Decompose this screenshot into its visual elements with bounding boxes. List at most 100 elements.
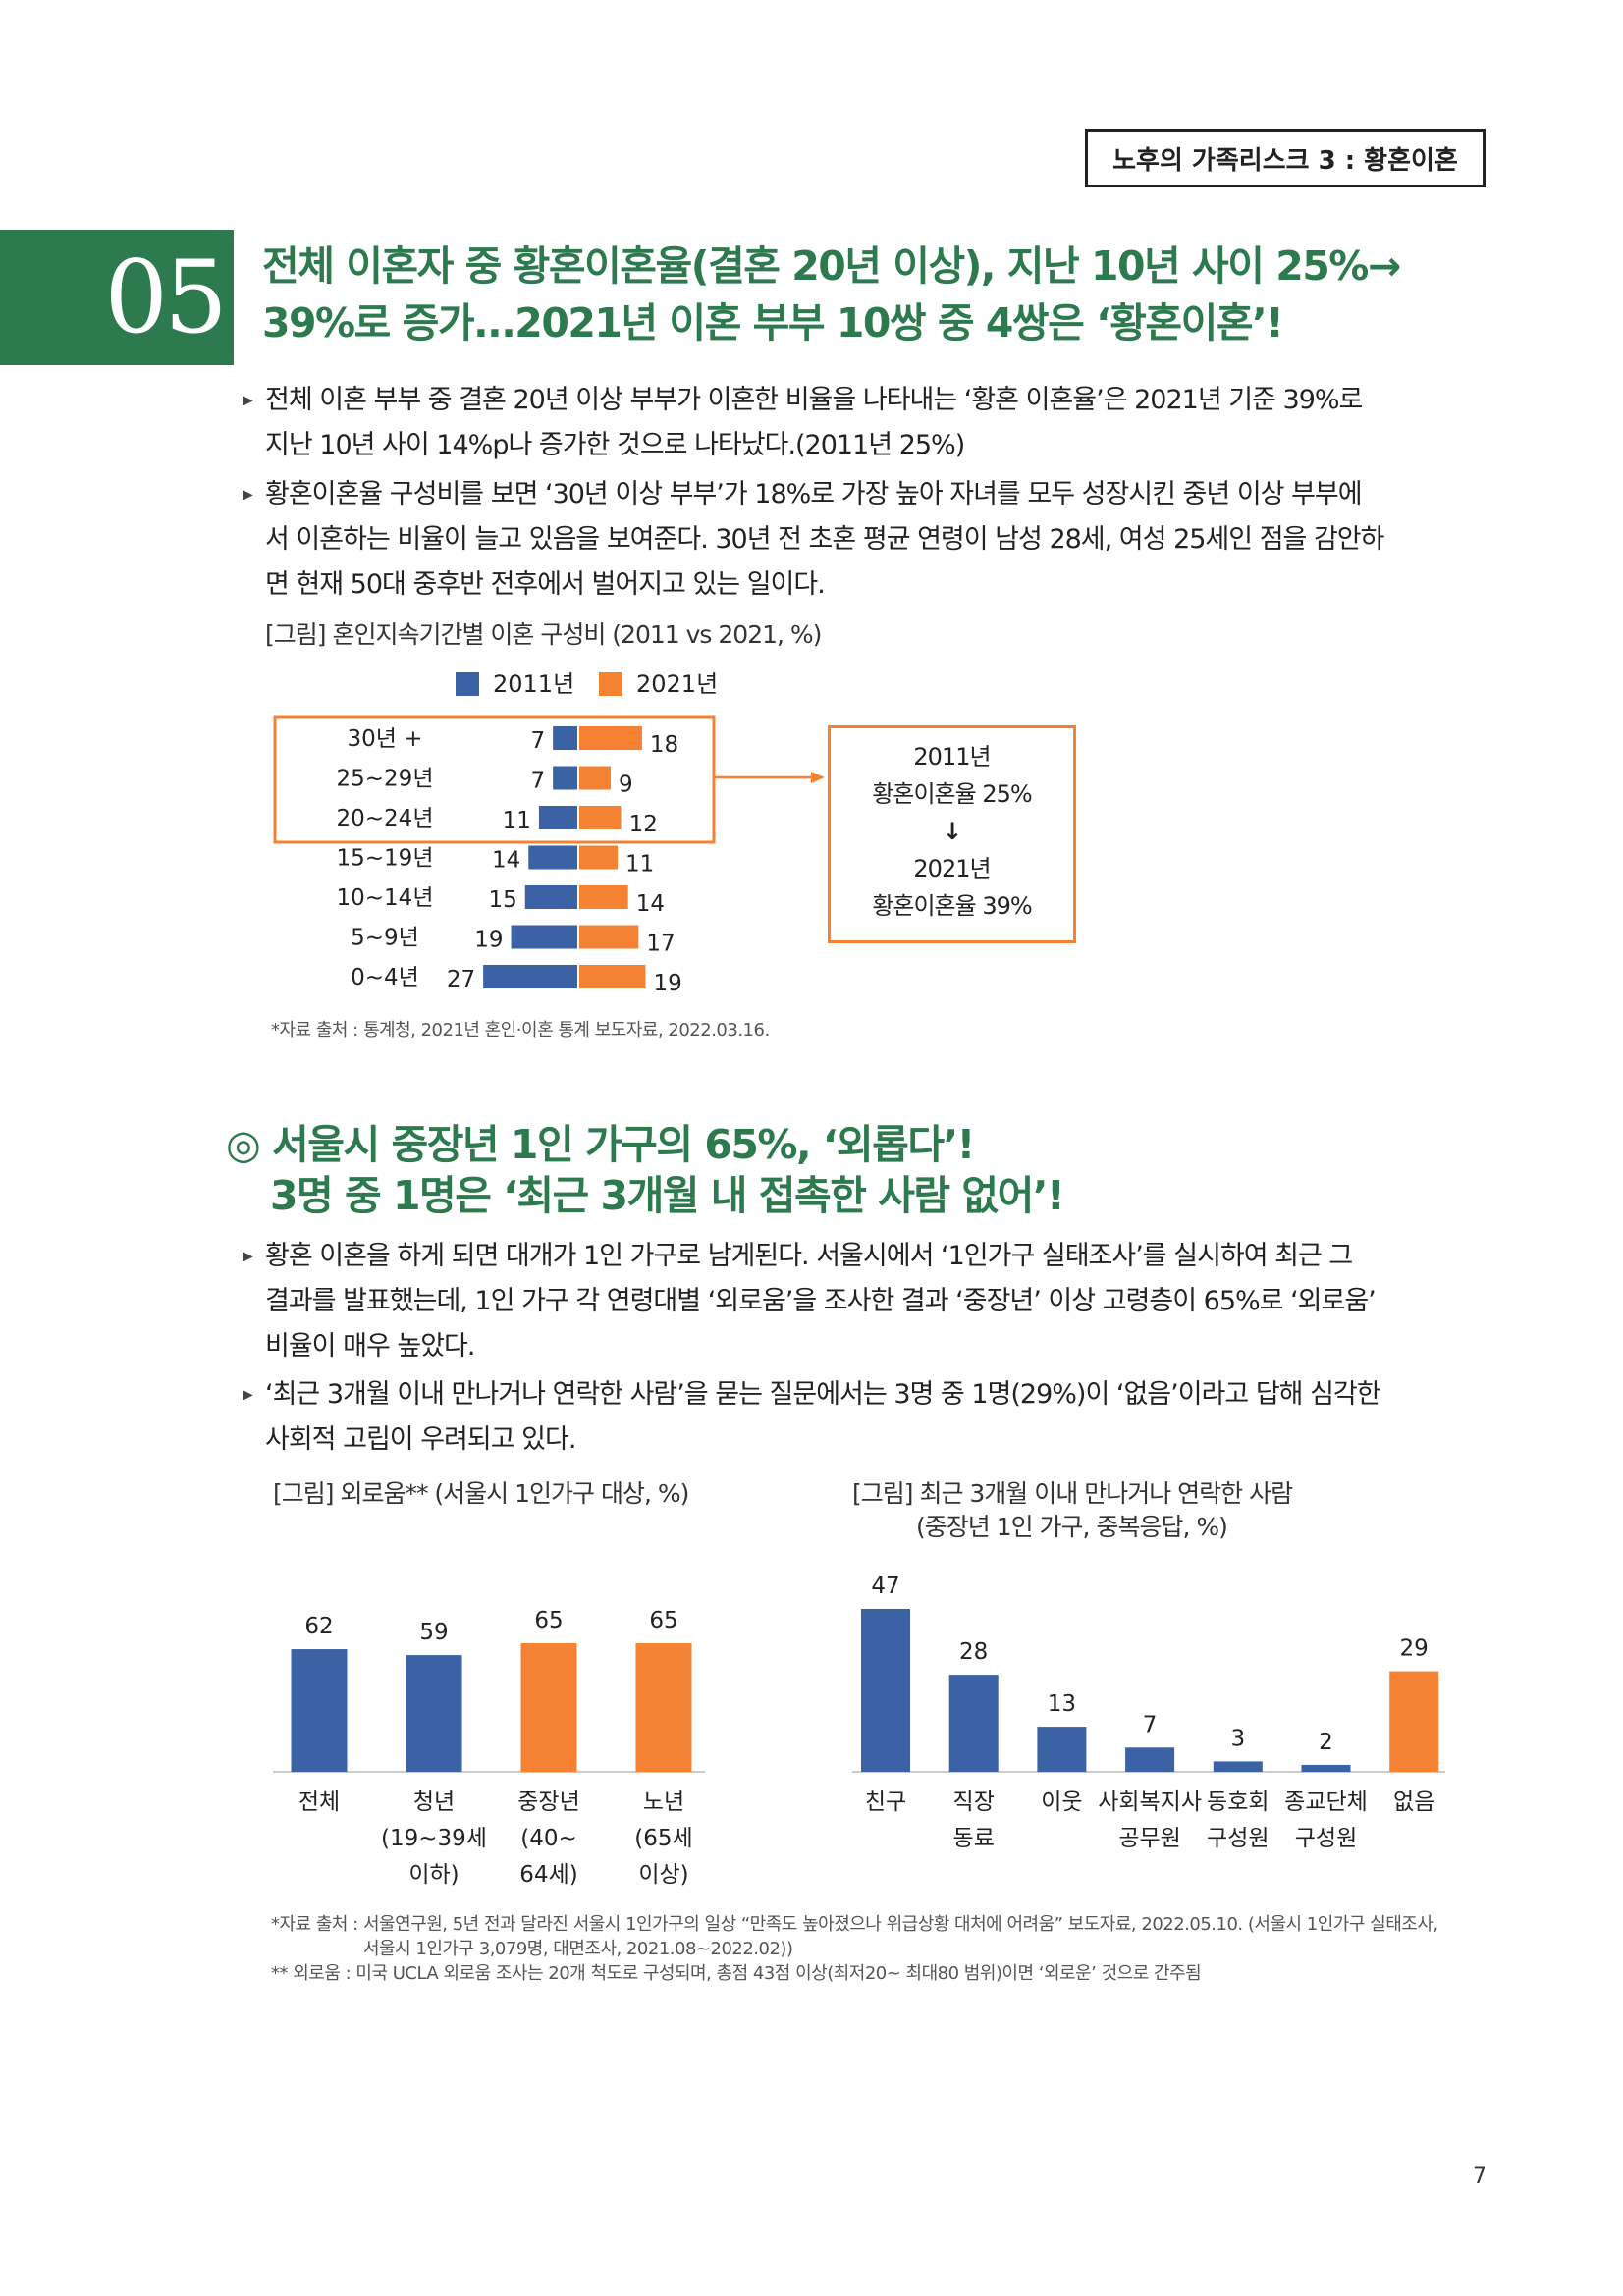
paragraph-line: 전체 이혼 부부 중 결혼 20년 이상 부부가 이혼한 비율을 나타내는 ‘황… bbox=[265, 385, 1363, 415]
source-note-2a: *자료 출처 : 서울연구원, 5년 전과 달라진 서울시 1인가구의 일상 “… bbox=[271, 1914, 1438, 1935]
bar-2011 bbox=[553, 766, 577, 790]
section2-title-line1: ◎ 서울시 중장년 1인 가구의 65%, ‘외롭다’! bbox=[226, 1121, 975, 1168]
paragraph-line: ‘최근 3개월 이내 만나거나 연락한 사람’을 묻는 질문에서는 3명 중 1… bbox=[265, 1379, 1381, 1410]
bar-2021 bbox=[579, 726, 642, 750]
section-title-line1: 전체 이혼자 중 황혼이혼율(결혼 20년 이상), 지난 10년 사이 25%… bbox=[262, 242, 1401, 290]
page-number: 7 bbox=[1473, 2164, 1487, 2189]
data-label: 59 bbox=[419, 1620, 448, 1645]
bullet-icon: ▶ bbox=[243, 1387, 253, 1403]
callout-line: 2021년 bbox=[913, 855, 991, 882]
data-label: 3 bbox=[1230, 1726, 1245, 1751]
data-label-2011: 15 bbox=[488, 887, 516, 913]
section-number: 05 bbox=[0, 230, 234, 365]
category-label: 구성원 bbox=[1295, 1826, 1357, 1851]
connector-arrow-icon bbox=[811, 772, 825, 783]
category-label: 동료 bbox=[953, 1826, 995, 1851]
bar bbox=[1389, 1671, 1439, 1772]
bullet-icon: ▶ bbox=[243, 1249, 253, 1264]
bullet-icon: ▶ bbox=[243, 487, 253, 503]
chart3-caption-line1: [그림] 최근 3개월 이내 만나거나 연락한 사람 bbox=[852, 1479, 1293, 1508]
bar-2011 bbox=[538, 806, 577, 829]
bar bbox=[520, 1643, 577, 1772]
category-label: 25~29년 bbox=[337, 767, 434, 792]
data-label-2011: 19 bbox=[474, 928, 503, 953]
paragraph-line: 사회적 고립이 우려되고 있다. bbox=[265, 1424, 576, 1455]
category-label: 64세) bbox=[519, 1862, 577, 1888]
data-label: 29 bbox=[1400, 1636, 1429, 1662]
category-label: 중장년 bbox=[517, 1789, 579, 1815]
source-note-2c: ** 외로움 : 미국 UCLA 외로움 조사는 20개 척도로 구성되며, 총… bbox=[271, 1963, 1202, 1984]
data-label-2021: 11 bbox=[625, 852, 654, 878]
data-label-2021: 19 bbox=[653, 971, 681, 996]
bar-2021 bbox=[579, 806, 622, 829]
bar bbox=[1213, 1761, 1263, 1772]
chart3-caption-line2: (중장년 1인 가구, 중복응답, %) bbox=[916, 1513, 1228, 1541]
category-label: 이웃 bbox=[1041, 1789, 1082, 1815]
category-label: 청년 bbox=[413, 1789, 455, 1815]
bar bbox=[406, 1655, 462, 1772]
paragraph-line: 비율이 매우 높았다. bbox=[265, 1331, 475, 1362]
callout-box: 2011년 황혼이혼율 25% ↓ 2021년 황혼이혼율 39% bbox=[828, 725, 1076, 943]
category-label: (40~ bbox=[520, 1826, 577, 1851]
data-label-2021: 17 bbox=[646, 932, 675, 957]
bar-2011 bbox=[483, 965, 577, 988]
category-label: 직장 bbox=[953, 1789, 995, 1815]
chart1-caption: [그림] 혼인지속기간별 이혼 구성비 (2011 vs 2021, %) bbox=[265, 620, 822, 649]
data-label: 13 bbox=[1048, 1691, 1076, 1717]
category-label: 공무원 bbox=[1118, 1826, 1180, 1851]
category-label: 0~4년 bbox=[351, 965, 419, 990]
divorce-duration-chart: 2011년 2021년 30년 + 7 18 25~29년 7 9 20~24년 11 12 15~… bbox=[273, 670, 825, 996]
bar-2011 bbox=[524, 885, 577, 909]
data-label: 28 bbox=[959, 1639, 988, 1665]
bar-2021 bbox=[579, 925, 639, 949]
paragraph-line: 황혼이혼율 구성비를 보면 ‘30년 이상 부부’가 18%로 가장 높아 자녀… bbox=[265, 479, 1363, 509]
callout-line: 황혼이혼율 25% bbox=[872, 780, 1032, 808]
category-label: 10~14년 bbox=[337, 885, 434, 911]
category-label: 친구 bbox=[865, 1789, 906, 1815]
category-label: 5~9년 bbox=[351, 926, 419, 951]
section-header-label: 노후의 가족리스크 3 : 황혼이혼 bbox=[1085, 129, 1486, 187]
highlight-box bbox=[273, 715, 716, 844]
paragraph-line: 면 현재 50대 중후반 전후에서 벌어지고 있는 일이다. bbox=[265, 569, 826, 600]
bar-2021 bbox=[579, 766, 611, 790]
bar bbox=[291, 1649, 348, 1772]
category-label: 노년 bbox=[643, 1789, 684, 1815]
data-label: 2 bbox=[1319, 1730, 1333, 1755]
category-label: 동호회 bbox=[1207, 1789, 1269, 1815]
bar-2021 bbox=[579, 885, 628, 909]
source-note-2b: 서울시 1인가구 3,079명, 대면조사, 2021.08~2022.02)) bbox=[363, 1939, 793, 1959]
category-label: 사회복지사 bbox=[1098, 1789, 1202, 1815]
chart2-caption: [그림] 외로움** (서울시 1인가구 대상, %) bbox=[273, 1479, 689, 1508]
data-label-2011: 27 bbox=[447, 967, 475, 992]
data-label-2021: 9 bbox=[619, 773, 633, 798]
category-label: (19~39세 bbox=[381, 1826, 487, 1851]
bullet-icon: ▶ bbox=[243, 393, 253, 408]
legend-swatch-2011 bbox=[456, 672, 479, 696]
section2-title-line2: 3명 중 1명은 ‘최근 3개월 내 접촉한 사람 없어’! bbox=[270, 1172, 1065, 1219]
category-label: 이상) bbox=[638, 1862, 688, 1888]
data-label-2021: 18 bbox=[650, 732, 678, 758]
bar bbox=[861, 1609, 910, 1772]
bar bbox=[1301, 1764, 1351, 1772]
category-label: 없음 bbox=[1393, 1789, 1434, 1815]
data-label-2011: 7 bbox=[531, 769, 546, 794]
data-label-2011: 7 bbox=[531, 728, 546, 754]
paragraph-4: ‘최근 3개월 이내 만나거나 연락한 사람’을 묻는 질문에서는 3명 중 1… bbox=[265, 1372, 1492, 1463]
bar-2021 bbox=[579, 845, 619, 870]
category-label: 구성원 bbox=[1207, 1826, 1269, 1851]
legend-label: 2021년 bbox=[636, 670, 718, 698]
legend-label: 2011년 bbox=[493, 670, 574, 698]
data-label: 62 bbox=[304, 1614, 333, 1639]
data-label: 47 bbox=[871, 1574, 899, 1599]
legend-swatch-2021 bbox=[599, 672, 622, 696]
paragraph-1: 전체 이혼 부부 중 결혼 20년 이상 부부가 이혼한 비율을 나타내는 ‘황… bbox=[265, 378, 1492, 468]
section-title-line2: 39%로 증가...2021년 이혼 부부 10쌍 중 4쌍은 ‘황혼이혼’! bbox=[262, 299, 1284, 347]
paragraph-2: 황혼이혼율 구성비를 보면 ‘30년 이상 부부’가 18%로 가장 높아 자녀… bbox=[265, 472, 1492, 608]
bar-2011 bbox=[528, 845, 577, 870]
bar-2021 bbox=[579, 965, 646, 988]
paragraph-line: 지난 10년 사이 14%p나 증가한 것으로 나타났다.(2011년 25%) bbox=[265, 430, 965, 460]
data-label-2011: 11 bbox=[503, 808, 531, 833]
down-arrow-icon: ↓ bbox=[942, 818, 962, 845]
